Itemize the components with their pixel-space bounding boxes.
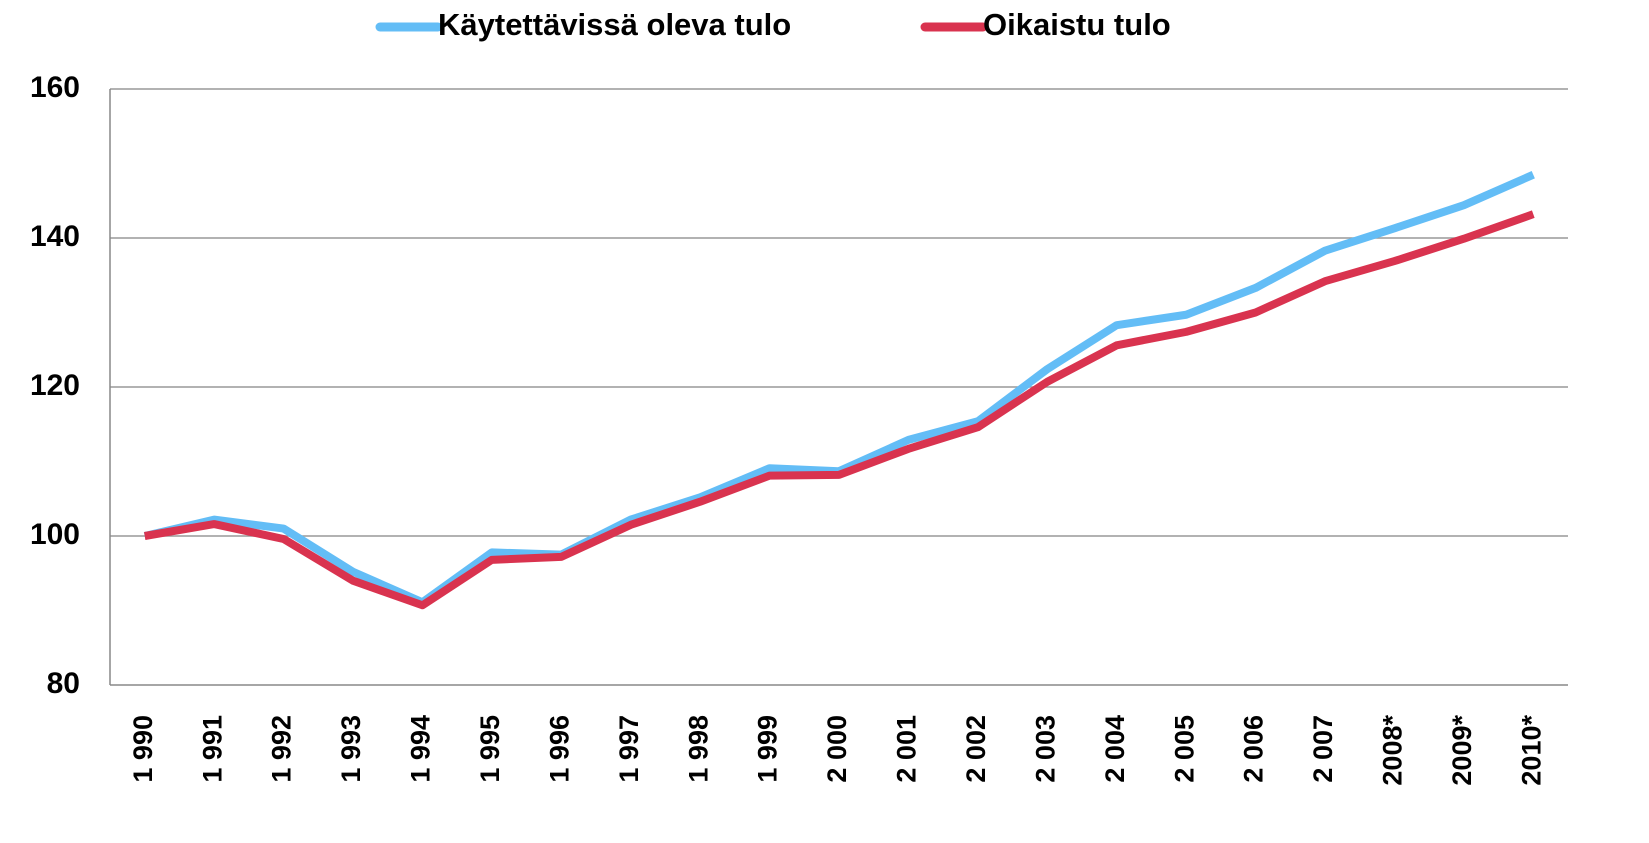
x-tick-label: 2 001 xyxy=(892,715,922,783)
x-tick-label: 1 994 xyxy=(406,715,436,783)
legend-label: Oikaistu tulo xyxy=(983,7,1171,42)
x-tick-label: 2 006 xyxy=(1239,715,1269,783)
y-tick-label: 120 xyxy=(30,369,80,402)
x-tick-label: 2 004 xyxy=(1100,715,1130,783)
x-tick-label: 1 995 xyxy=(475,715,505,783)
x-tick-label: 1 998 xyxy=(683,715,713,783)
x-tick-label: 2010* xyxy=(1516,715,1546,786)
x-tick-label: 1 991 xyxy=(197,715,227,783)
x-tick-label: 2 000 xyxy=(822,715,852,783)
x-tick-label: 1 999 xyxy=(753,715,783,783)
x-tick-label: 1 996 xyxy=(544,715,574,783)
x-tick-label: 2 003 xyxy=(1030,715,1060,783)
y-tick-label: 160 xyxy=(30,71,80,104)
y-tick-label: 80 xyxy=(47,667,80,700)
x-tick-label: 2009* xyxy=(1447,715,1477,786)
y-tick-label: 100 xyxy=(30,518,80,551)
line-series xyxy=(143,171,1535,607)
legend-label: Käytettävissä oleva tulo xyxy=(438,7,791,42)
x-tick-label: 2008* xyxy=(1378,715,1408,786)
line-series xyxy=(144,210,1535,610)
x-tick-label: 2 007 xyxy=(1308,715,1338,783)
x-tick-label: 1 993 xyxy=(336,715,366,783)
x-tick-label: 1 992 xyxy=(267,715,297,783)
x-tick-label: 2 002 xyxy=(961,715,991,783)
x-tick-label: 1 990 xyxy=(128,715,158,783)
x-tick-label: 2 005 xyxy=(1169,715,1199,783)
x-tick-label: 1 997 xyxy=(614,715,644,783)
y-tick-label: 140 xyxy=(30,220,80,253)
